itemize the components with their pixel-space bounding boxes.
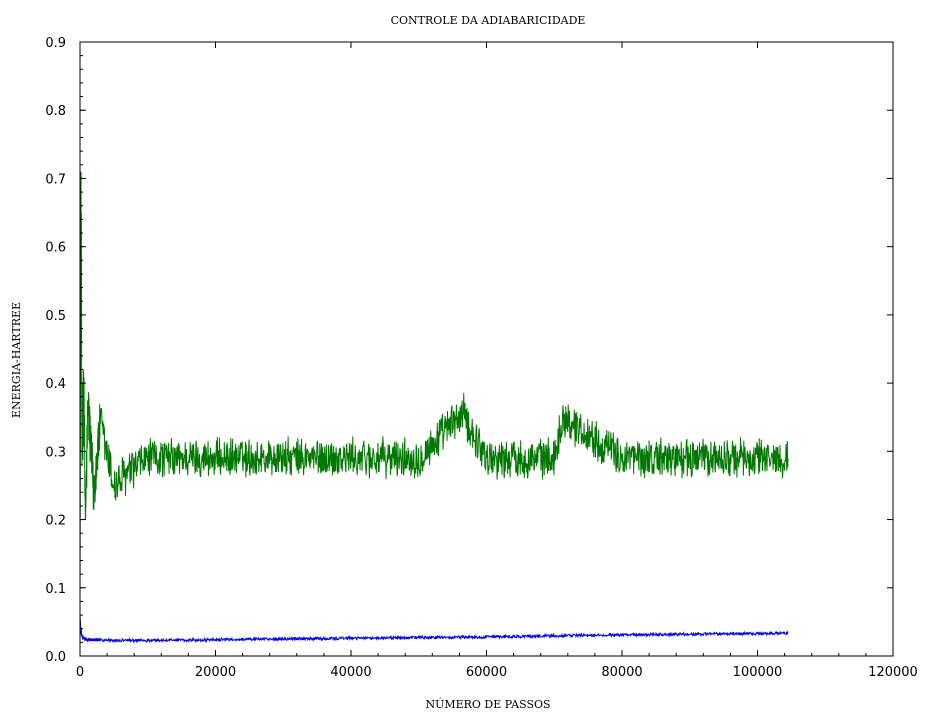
y-tick-label: 0.0 xyxy=(45,650,66,665)
y-tick-label: 0.3 xyxy=(45,445,66,460)
x-tick-label: 120000 xyxy=(868,665,918,680)
y-axis: 0.0 0.1 0.2 0.3 0.4 0.5 0.6 0.7 0.8 0.9 xyxy=(45,36,893,665)
y-tick-label: 0.8 xyxy=(45,104,66,119)
x-tick-label: 20000 xyxy=(195,665,236,680)
x-axis-label: NÚMERO DE PASSOS xyxy=(425,697,550,711)
x-tick-label: 100000 xyxy=(733,665,783,680)
series-layer xyxy=(79,171,789,644)
plot-frame xyxy=(79,41,894,657)
series-line-2 xyxy=(79,615,789,644)
y-tick-label: 0.2 xyxy=(45,514,66,529)
chart-title: CONTROLE DA ADIABARICIDADE xyxy=(391,14,586,27)
series-line-1 xyxy=(79,171,789,595)
x-axis: 0 20000 40000 60000 80000 100000 120000 xyxy=(76,42,918,680)
y-tick-label: 0.6 xyxy=(45,241,66,256)
y-axis-label: ENERGIA-HARTREE xyxy=(10,302,23,418)
x-tick-label: 80000 xyxy=(601,665,642,680)
x-tick-label: 0 xyxy=(76,665,84,680)
x-tick-label: 60000 xyxy=(466,665,507,680)
y-tick-label: 0.1 xyxy=(45,582,66,597)
y-tick-label: 0.4 xyxy=(45,377,66,392)
y-tick-label: 0.5 xyxy=(45,309,66,324)
x-tick-label: 40000 xyxy=(330,665,371,680)
y-tick-label: 0.9 xyxy=(45,36,66,51)
y-tick-label: 0.7 xyxy=(45,172,66,187)
